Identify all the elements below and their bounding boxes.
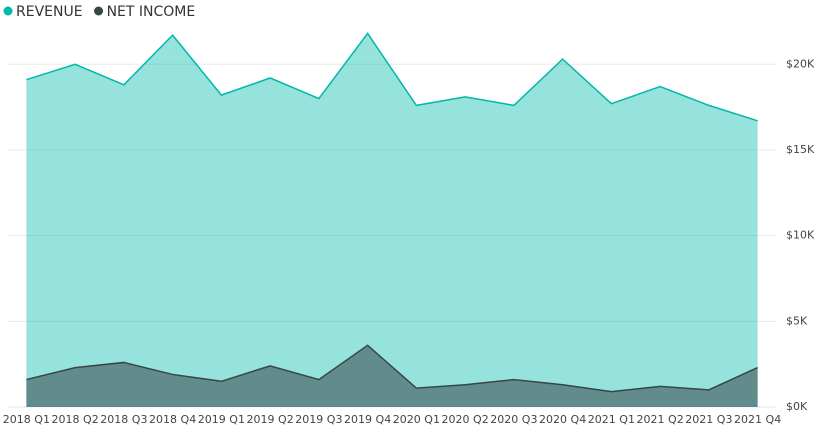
line bbox=[26, 32, 758, 122]
legend-marker bbox=[94, 6, 104, 16]
y-tick-label: $10K bbox=[786, 229, 815, 242]
x-tick-label: 2021 Q3 bbox=[685, 413, 732, 426]
y-tick-label: $5K bbox=[786, 314, 808, 327]
area bbox=[26, 345, 758, 407]
x-tick-label: 2018 Q2 bbox=[52, 413, 99, 426]
x-tick-label: 2019 Q4 bbox=[344, 413, 391, 426]
x-tick-label: 2020 Q4 bbox=[539, 413, 586, 426]
x-tick-label: 2021 Q4 bbox=[734, 413, 781, 426]
x-tick-label: 2018 Q4 bbox=[149, 413, 196, 426]
x-tick-label: 2020 Q1 bbox=[393, 413, 440, 426]
y-tick-label: $0K bbox=[786, 400, 808, 413]
x-tick-label: 2018 Q3 bbox=[100, 413, 147, 426]
x-tick-label: 2019 Q2 bbox=[247, 413, 294, 426]
x-tick-label: 2020 Q3 bbox=[490, 413, 537, 426]
legend-label: NET INCOME bbox=[107, 4, 196, 20]
x-tick-label: 2021 Q2 bbox=[637, 413, 684, 426]
x-tick-label: 2020 Q2 bbox=[442, 413, 489, 426]
legend-marker bbox=[3, 6, 13, 16]
x-tick-label: 2018 Q1 bbox=[3, 413, 50, 426]
legend: REVENUE NET INCOME bbox=[3, 4, 196, 20]
area bbox=[26, 33, 758, 407]
x-tick-label: 2019 Q1 bbox=[198, 413, 245, 426]
y-tick-label: $20K bbox=[786, 57, 815, 70]
x-tick-label: 2019 Q3 bbox=[295, 413, 342, 426]
legend-label: REVENUE bbox=[16, 4, 83, 20]
y-tick-label: $15K bbox=[786, 143, 815, 156]
line bbox=[26, 344, 758, 393]
x-tick-label: 2021 Q1 bbox=[588, 413, 635, 426]
